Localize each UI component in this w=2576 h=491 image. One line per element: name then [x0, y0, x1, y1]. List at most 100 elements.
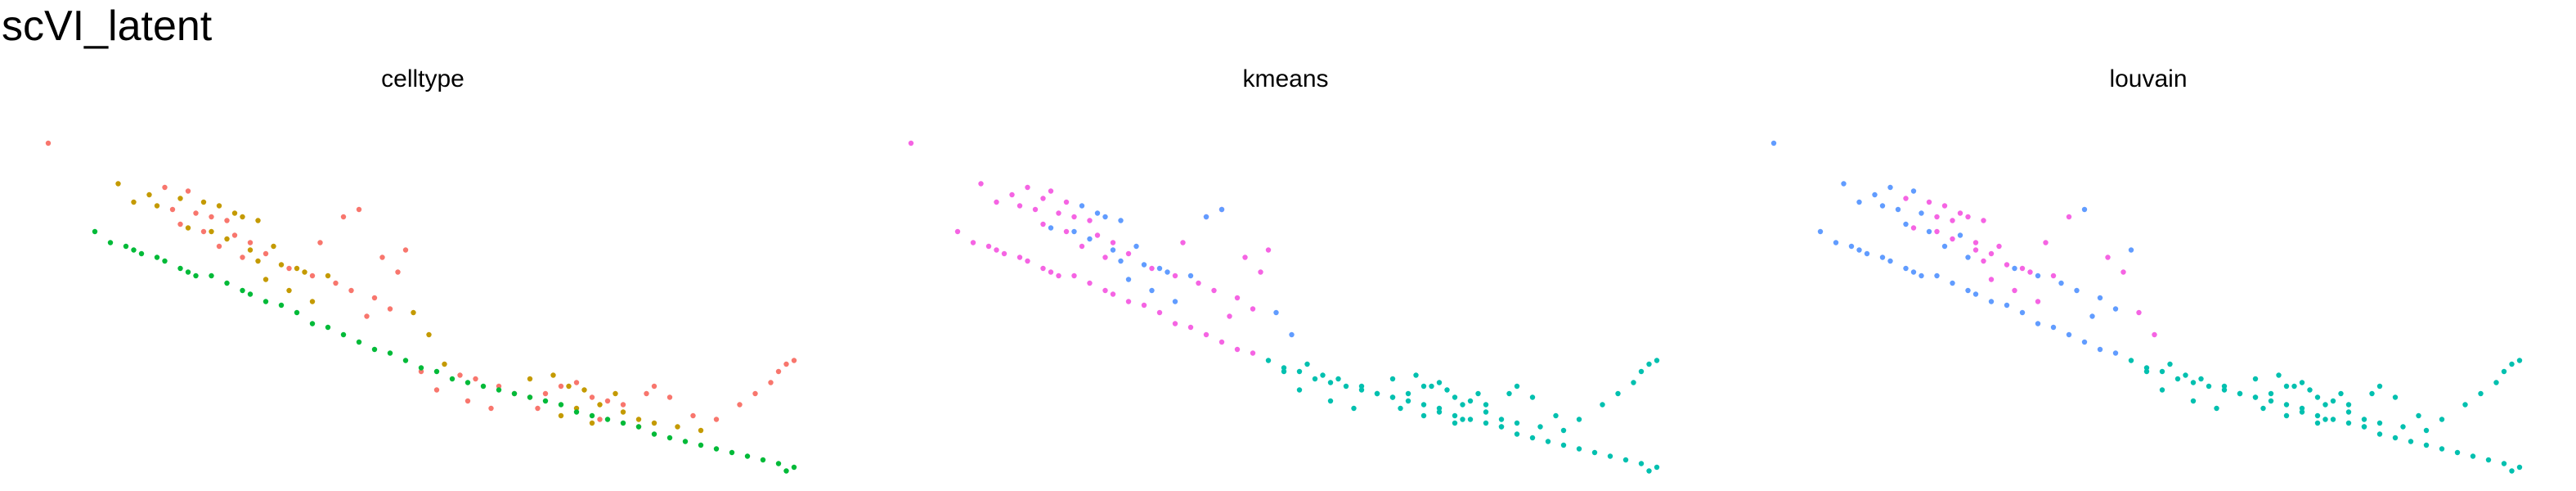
- scatter-point: [395, 269, 401, 275]
- scatter-point: [1988, 277, 1995, 282]
- scatter-point: [1063, 199, 1070, 205]
- scatter-point: [169, 206, 176, 213]
- scatter-point: [2268, 398, 2274, 404]
- scatter-point: [1436, 405, 1443, 412]
- scatter-point: [1941, 243, 1948, 250]
- scatter-point: [1172, 273, 1178, 279]
- scatter-point: [449, 376, 456, 382]
- scatter-point: [457, 372, 463, 378]
- scatter-point: [348, 287, 354, 294]
- scatter-point: [644, 390, 649, 397]
- scatter-point: [713, 417, 720, 422]
- scatter-point: [317, 240, 323, 246]
- scatter-point: [2361, 417, 2367, 422]
- scatter-point: [2097, 346, 2103, 353]
- scatter-point: [1452, 394, 1458, 400]
- scatter-point: [1444, 387, 1450, 393]
- scatter-point: [1903, 196, 1909, 201]
- scatter-point: [2183, 372, 2188, 378]
- scatter-point: [340, 331, 347, 338]
- scatter-point: [2361, 424, 2367, 430]
- scatter-point: [2159, 368, 2165, 375]
- scatter-point: [1981, 258, 1986, 264]
- scatter-point: [247, 240, 254, 246]
- scatter-point: [1483, 409, 1489, 415]
- scatter-point: [558, 412, 564, 419]
- scatter-point: [240, 255, 245, 260]
- scatter-point: [1420, 383, 1427, 390]
- scatter-point: [185, 269, 191, 275]
- scatter-point: [1498, 417, 1505, 422]
- scatter-point: [1118, 218, 1124, 223]
- scatter-point: [2190, 398, 2197, 404]
- scatter-point: [286, 287, 292, 294]
- scatter-point: [1227, 313, 1232, 319]
- scatter-point: [1887, 258, 1893, 264]
- scatter-point: [2330, 398, 2336, 404]
- scatter-point: [666, 435, 673, 441]
- scatter-point: [690, 412, 696, 419]
- scatter-point: [1087, 280, 1093, 286]
- scatter-point: [1934, 214, 1940, 220]
- scatter-point: [2268, 390, 2274, 397]
- scatter-point: [2493, 380, 2499, 385]
- scatter-point: [1879, 255, 1886, 260]
- scatter-point: [209, 228, 214, 235]
- scatter-point: [1389, 394, 1396, 400]
- scatter-point: [1351, 405, 1357, 412]
- scatter-point: [418, 368, 424, 375]
- scatter-point: [1576, 417, 1582, 422]
- scatter-point: [1436, 380, 1443, 385]
- scatter-point: [2416, 412, 2421, 419]
- scatter-point: [1040, 265, 1046, 272]
- scatter-point: [325, 273, 331, 279]
- scatter-point: [1895, 206, 1901, 213]
- scatter-point: [970, 240, 976, 246]
- scatter-point: [2439, 417, 2445, 422]
- scatter-point: [1941, 203, 1948, 209]
- panel-celltype: celltype: [45, 65, 797, 474]
- scatter-point: [2478, 390, 2484, 397]
- scatter-point: [2322, 402, 2328, 408]
- scatter-point: [2097, 295, 2103, 301]
- scatter-point: [193, 210, 199, 216]
- scatter-point: [1009, 191, 1015, 198]
- scatter-point: [2454, 449, 2461, 456]
- scatter-point: [527, 376, 533, 382]
- scatter-point: [2012, 265, 2017, 272]
- scatter-point: [1071, 214, 1077, 220]
- scatter-point: [1910, 269, 1917, 275]
- scatter-point: [294, 309, 300, 316]
- scatter-point: [1242, 255, 1248, 260]
- scatter-point: [45, 140, 52, 146]
- scatter-point: [2198, 376, 2204, 382]
- scatter-point: [573, 409, 580, 415]
- scatter-point: [286, 265, 292, 272]
- scatter-point: [340, 214, 347, 220]
- panel-title-celltype: celltype: [381, 65, 464, 92]
- scatter-point: [1102, 255, 1108, 260]
- scatter-point: [356, 206, 362, 213]
- scatter-point: [2314, 412, 2321, 419]
- scatter-point: [1071, 228, 1077, 235]
- scatter-point: [558, 383, 564, 390]
- scatter-point: [620, 409, 626, 415]
- scatter-point: [2369, 390, 2375, 397]
- scatter-point: [589, 412, 595, 419]
- scatter-point: [1234, 295, 1241, 301]
- scatter-point: [1172, 299, 1178, 304]
- scatter-point: [2221, 383, 2228, 390]
- scatter-point: [2439, 446, 2445, 452]
- scatter-point: [1110, 247, 1116, 253]
- scatter-point: [231, 210, 238, 216]
- scatter-point: [1234, 346, 1241, 353]
- scatter-point: [1079, 203, 1085, 209]
- scatter-point: [177, 196, 183, 201]
- scatter-point: [1926, 228, 1932, 235]
- scatter-point: [1972, 240, 1979, 246]
- points-kmeans: [908, 140, 1660, 474]
- scatter-point: [1056, 273, 1061, 279]
- scatter-point: [1125, 299, 1132, 304]
- scatter-point: [216, 203, 222, 209]
- scatter-point: [379, 255, 385, 260]
